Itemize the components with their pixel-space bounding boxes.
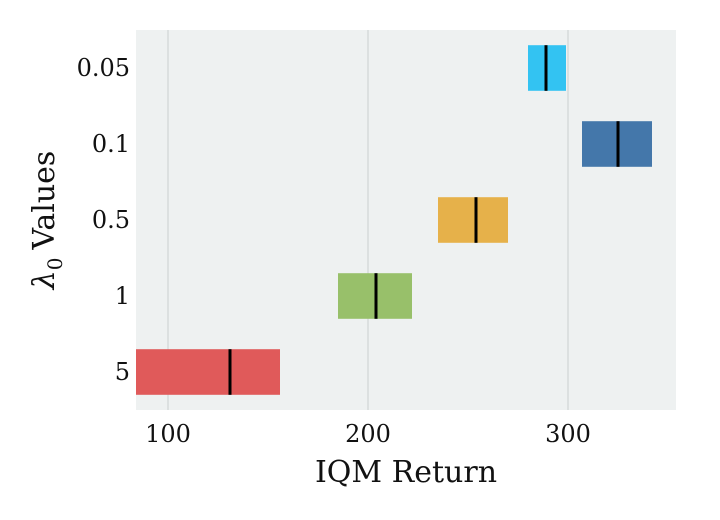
x-tick-label: 100 bbox=[145, 420, 191, 448]
y-axis-label-text: Values bbox=[27, 151, 62, 251]
grid-lines bbox=[167, 30, 569, 410]
x-tick-label: 200 bbox=[345, 420, 391, 448]
y-tick-label: 0.05 bbox=[77, 54, 130, 82]
y-tick-label: 0.1 bbox=[92, 130, 130, 158]
y-tick-labels: 0.05 0.1 0.5 1 5 bbox=[77, 54, 130, 386]
y-axis-label-symbol: λ bbox=[27, 270, 62, 290]
median-markers bbox=[228, 45, 620, 395]
interval-bar-0.5 bbox=[438, 197, 508, 243]
x-tick-labels: 100 200 300 bbox=[145, 420, 591, 448]
y-tick-label: 5 bbox=[115, 358, 130, 386]
plot-area bbox=[136, 30, 676, 410]
y-axis-label-subscript: 0 bbox=[43, 258, 67, 271]
x-tick-label: 300 bbox=[545, 420, 591, 448]
x-axis-label: IQM Return bbox=[315, 455, 497, 490]
interval-bar-5 bbox=[136, 349, 280, 395]
y-axis-label: λ0 Values bbox=[27, 151, 67, 291]
y-tick-label: 1 bbox=[115, 282, 130, 310]
y-tick-label: 0.5 bbox=[92, 206, 130, 234]
